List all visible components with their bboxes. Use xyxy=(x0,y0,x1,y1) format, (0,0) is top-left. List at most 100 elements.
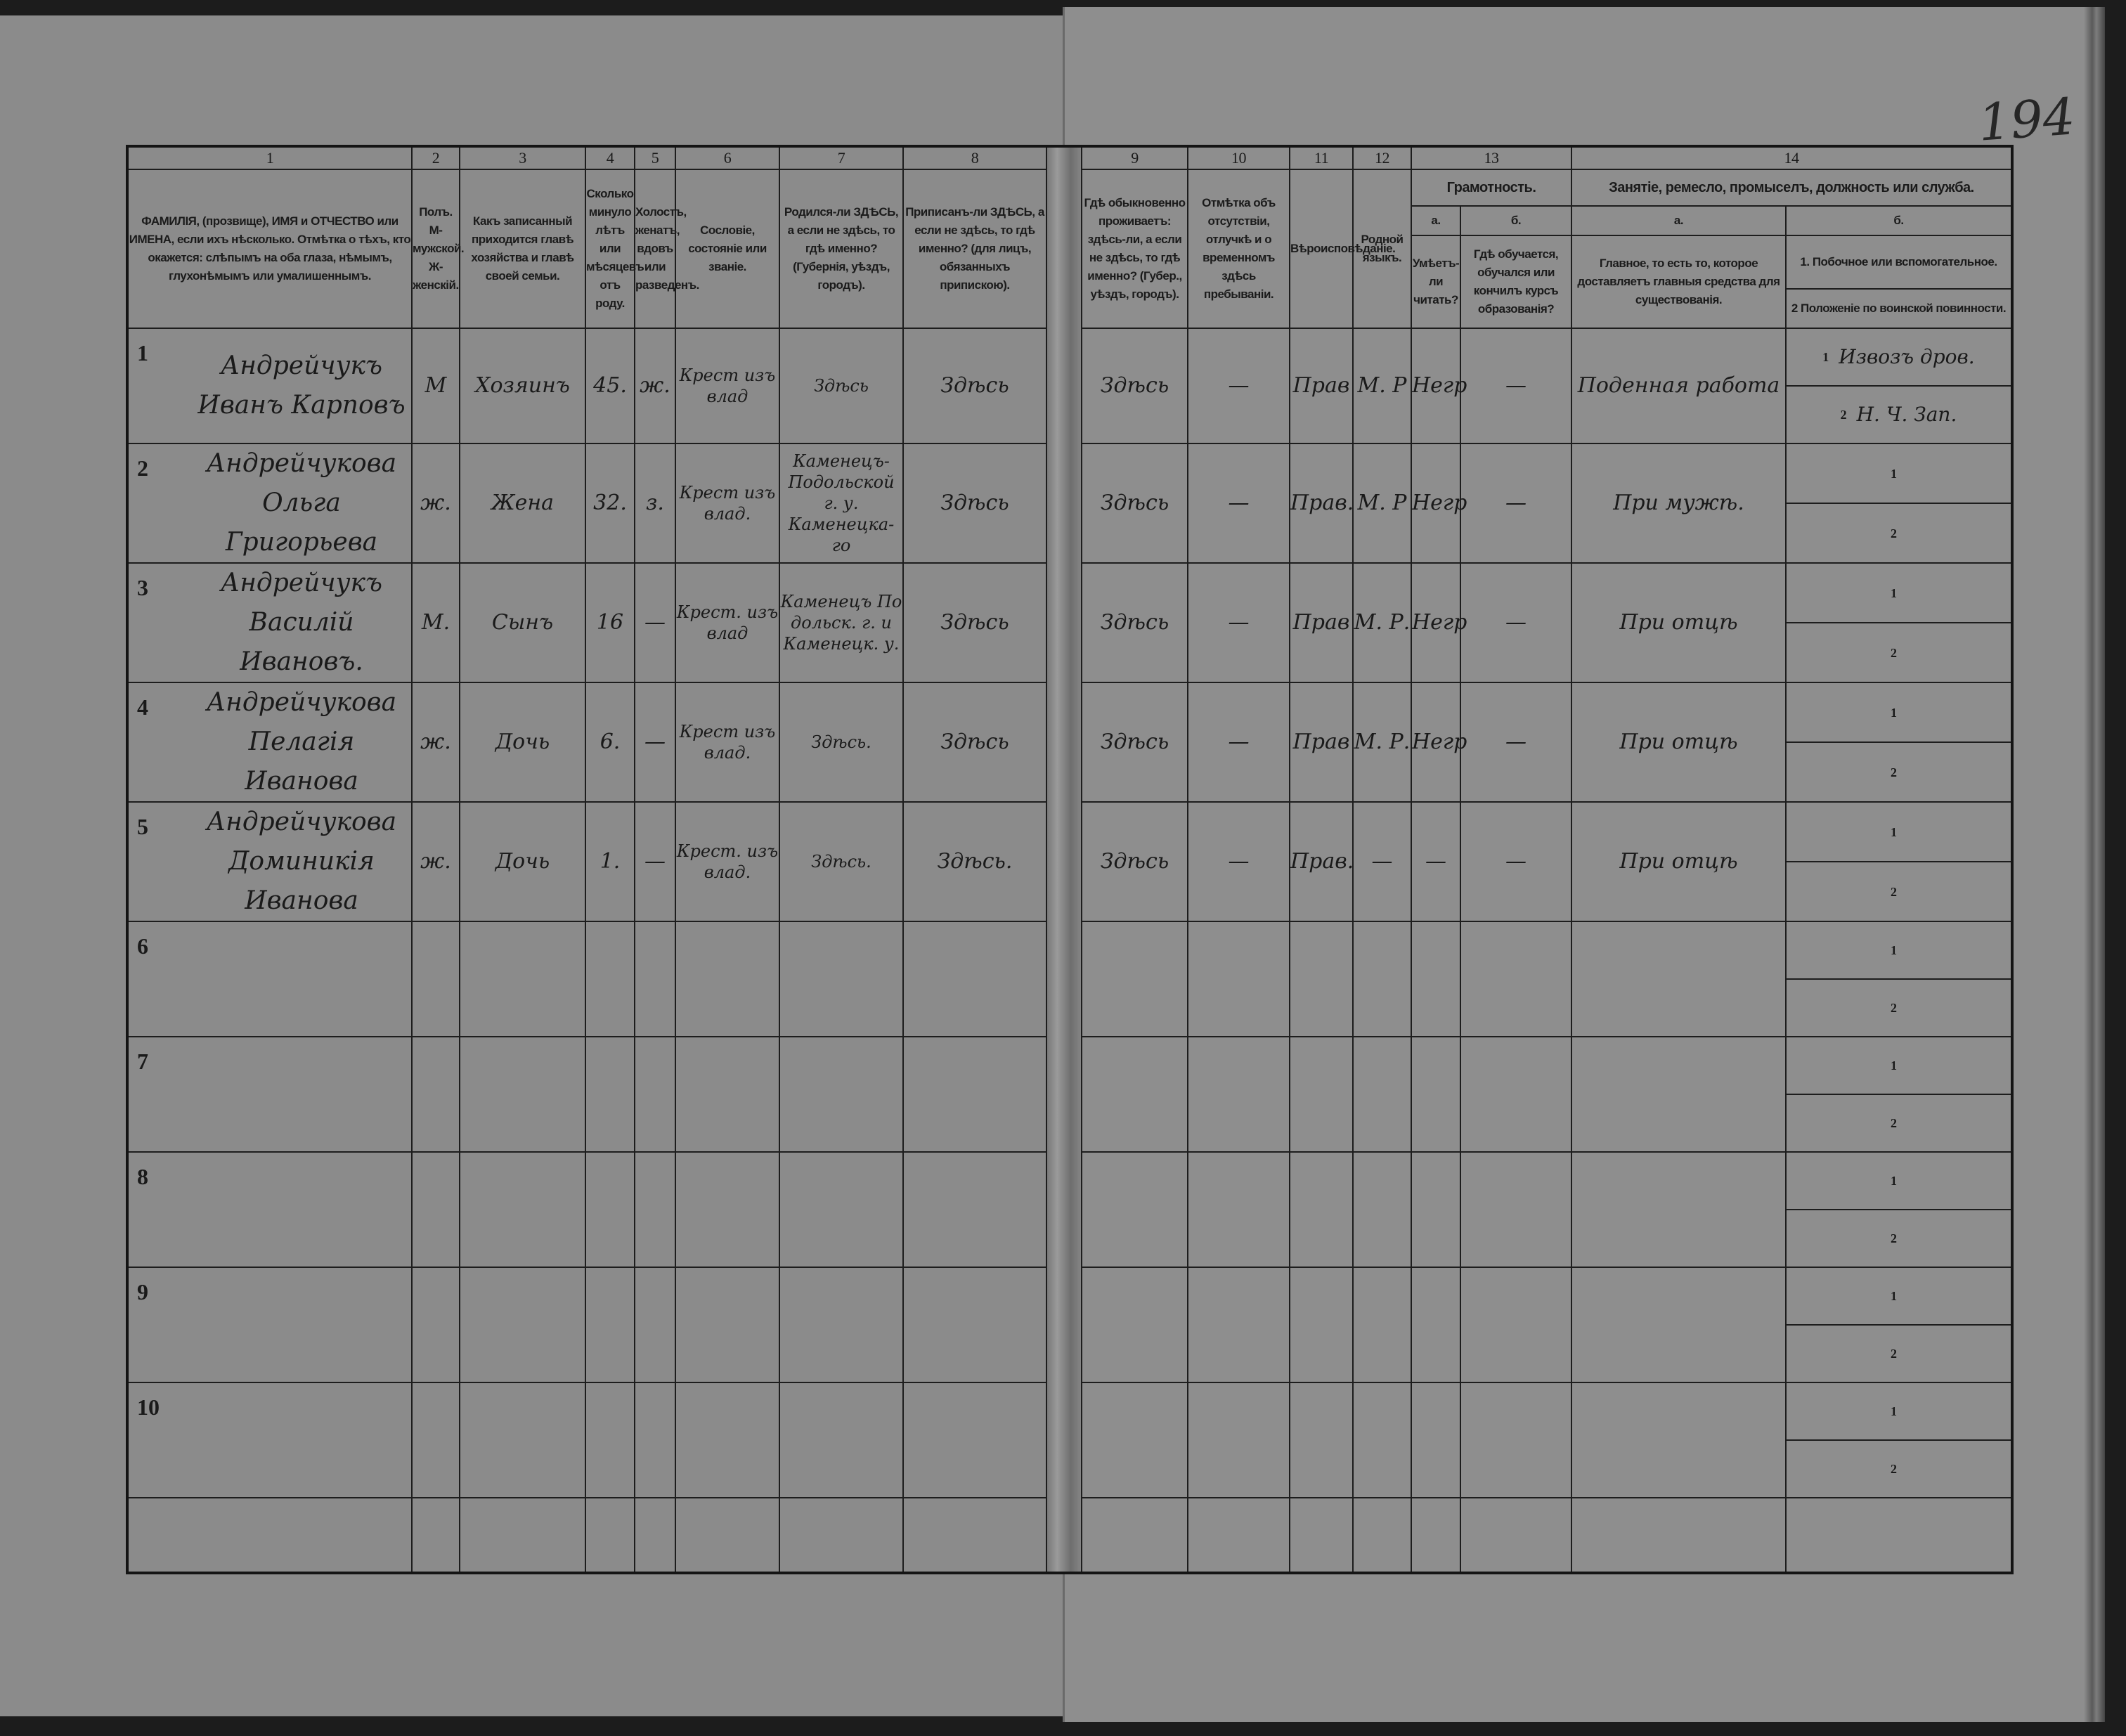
residence-cell xyxy=(1081,1267,1188,1383)
empty-cell xyxy=(675,1497,780,1574)
page-gutter xyxy=(1046,682,1082,802)
registered-cell: Здѣсь xyxy=(902,682,1047,803)
page-gutter xyxy=(1046,1037,1082,1152)
row-number: 9 xyxy=(137,1279,148,1304)
name-cell: 2 Андрейчукова Ольга Григорьева xyxy=(127,443,413,564)
column-number: 14 xyxy=(1571,145,2013,170)
page-number: 194 xyxy=(1976,86,2078,153)
relation-cell xyxy=(459,1267,586,1383)
table-header: 1 2 3 4 5 6 7 8 9 10 11 12 13 14 ФАМИЛІЯ, (прозвище), … xyxy=(127,145,2013,329)
language-cell: — xyxy=(1352,801,1412,922)
subrow-number: 1 xyxy=(1891,1058,1897,1073)
subcolumn-label: б. xyxy=(1460,205,1572,236)
header-subdesc-row: Умѣетъ-ли читать? Гдѣ обучается, обучался… xyxy=(127,235,2013,329)
registered-cell: Здѣсь xyxy=(902,562,1047,683)
name-cell: 6 xyxy=(127,921,413,1037)
person-name: Андрейчукова Пелагія Иванова xyxy=(206,688,397,796)
literate-cell: Негр xyxy=(1411,682,1467,803)
empty-cell xyxy=(585,1497,635,1574)
sex-cell: М. xyxy=(411,562,460,683)
age-cell: 6. xyxy=(585,682,635,803)
page-gutter xyxy=(1046,1498,1082,1573)
education-cell: — xyxy=(1460,801,1572,922)
age-cell xyxy=(585,1267,635,1383)
marital-cell: — xyxy=(634,801,676,922)
row-number: 6 xyxy=(137,933,148,959)
language-cell xyxy=(1352,1267,1412,1383)
absence-cell xyxy=(1187,1267,1290,1383)
column-number: 6 xyxy=(675,145,780,170)
column-header: Вѣроисповѣданіе. xyxy=(1289,169,1396,329)
person-name: Андрейчукъ Иванъ Карповъ xyxy=(197,351,406,420)
column-number: 9 xyxy=(1081,145,1188,170)
empty-cell xyxy=(459,1497,586,1574)
marital-cell xyxy=(634,1267,676,1383)
sex-cell xyxy=(411,1036,460,1153)
occupation-cell xyxy=(1571,1151,1787,1268)
empty-cell xyxy=(779,1497,904,1574)
sex-cell xyxy=(411,1267,460,1383)
marital-cell: ж. xyxy=(634,328,676,444)
military-status-cell: 2 xyxy=(1785,503,2013,564)
estate-cell xyxy=(675,1036,780,1153)
relation-cell: Дочь xyxy=(459,801,586,922)
empty-cell xyxy=(1352,1497,1412,1574)
residence-cell: Здѣсь xyxy=(1081,443,1188,564)
column-number: 4 xyxy=(585,145,635,170)
subrow-number: 2 xyxy=(1891,1001,1897,1015)
subrow-number: 2 xyxy=(1891,1116,1897,1130)
column-header: Сколько минуло лѣтъ или мѣсяцевъ отъ род… xyxy=(585,169,644,329)
name-cell: 1 Андрейчукъ Иванъ Карповъ xyxy=(127,328,413,444)
page-gutter xyxy=(1046,1267,1082,1382)
education-cell: — xyxy=(1460,562,1572,683)
subcolumn-label: б. xyxy=(1785,205,2013,236)
row-number: 2 xyxy=(137,455,148,481)
occupation-cell: При мужѣ. xyxy=(1571,443,1787,564)
secondary-occupation-cell: 1 xyxy=(1785,682,2013,743)
language-cell: М. Р xyxy=(1352,443,1412,564)
education-cell xyxy=(1460,1036,1572,1153)
row-number: 8 xyxy=(137,1164,148,1189)
military-status: Н. Ч. Зап. xyxy=(1856,403,1957,426)
column-number: 12 xyxy=(1352,145,1412,170)
name-cell: 3 Андрейчукъ Василій Ивановъ. xyxy=(127,562,413,683)
residence-cell xyxy=(1081,1382,1188,1498)
sex-cell: М xyxy=(411,328,460,444)
secondary-occupation-cell: 1 xyxy=(1785,921,2013,980)
column-header: Родился-ли ЗДѢСЬ, а если не здѣсь, то гд… xyxy=(779,169,904,329)
age-cell: 16 xyxy=(585,562,635,683)
name-cell: 4 Андрейчукова Пелагія Иванова xyxy=(127,682,413,803)
occupation-cell xyxy=(1571,1382,1787,1498)
absence-cell: — xyxy=(1187,801,1290,922)
military-status-cell: 2 xyxy=(1785,1324,2013,1383)
occupation-cell xyxy=(1571,1036,1787,1153)
marital-cell xyxy=(634,1382,676,1498)
marital-cell: з. xyxy=(634,443,676,564)
subrow-number: 1 xyxy=(1891,1174,1897,1188)
table-body: 1 Андрейчукъ Иванъ Карповъ М Хозяинъ 45. ж. Кр… xyxy=(127,328,2013,1574)
table-subrow: 2 Н. Ч. Зап. xyxy=(127,385,2013,444)
table-row: 2 Андрейчукова Ольга Григорьева ж. Жена 32. з… xyxy=(127,443,2013,564)
military-status-header: 2 Положеніе по воинской повинности. xyxy=(1791,302,2007,315)
column-header: ФАМИЛІЯ, (прозвище), ИМЯ и ОТЧЕСТВО или … xyxy=(127,169,413,329)
absence-cell: — xyxy=(1187,562,1290,683)
religion-cell: Прав xyxy=(1289,682,1354,803)
subrow-number: 1 xyxy=(1891,943,1897,957)
language-cell: М. Р. xyxy=(1352,562,1412,683)
absence-cell xyxy=(1187,1382,1290,1498)
name-cell: 5 Андрейчукова Доминикія Иванова xyxy=(127,801,413,922)
sex-cell: ж. xyxy=(411,443,460,564)
column-number: 3 xyxy=(459,145,586,170)
empty-cell xyxy=(1081,1497,1188,1574)
subcolumn-header: Умѣетъ-ли читать? xyxy=(1411,235,1461,329)
table-subrow: 2 xyxy=(127,503,2013,564)
occupation-cell: При отцѣ xyxy=(1571,682,1787,803)
column-header: Родной языкъ. xyxy=(1352,169,1412,329)
column-number: 8 xyxy=(902,145,1047,170)
relation-cell xyxy=(459,1382,586,1498)
row-number: 3 xyxy=(137,575,148,600)
age-cell xyxy=(585,1036,635,1153)
table-row: 10 1 xyxy=(127,1382,2013,1498)
